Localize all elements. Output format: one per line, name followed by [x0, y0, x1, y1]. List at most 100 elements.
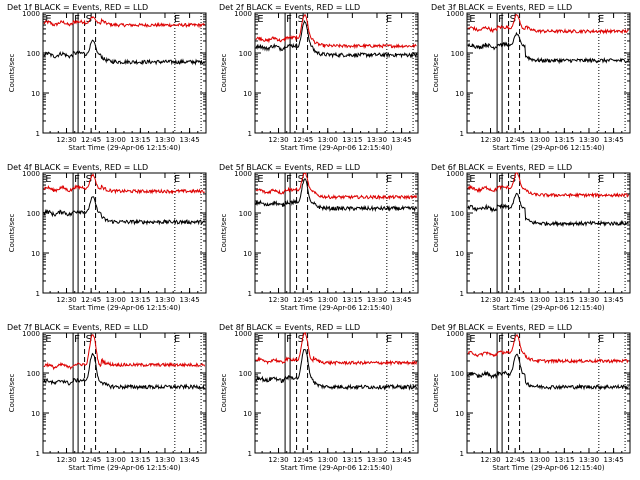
- y-tick-label: 1000: [22, 170, 40, 178]
- y-tick-label: 1: [460, 130, 464, 138]
- x-tick-label: 13:30: [579, 136, 599, 144]
- marker-e-label: E: [598, 334, 604, 345]
- y-tick-label: 1: [248, 290, 252, 298]
- marker-e-label: E: [174, 14, 180, 25]
- x-tick-label: 13:15: [130, 456, 150, 464]
- lld-series-line: [255, 172, 418, 201]
- x-tick-label: 13:30: [579, 456, 599, 464]
- y-tick-label: 1000: [446, 10, 464, 18]
- y-tick-label: 1000: [22, 10, 40, 18]
- panel-title: Det 9f BLACK = Events, RED = LLD: [431, 323, 572, 332]
- marker-f-label: F: [498, 14, 504, 25]
- y-tick-label: 100: [27, 370, 40, 378]
- marker-e-label: E: [386, 174, 392, 185]
- marker-f-label: F: [498, 174, 504, 185]
- marker-f-label: F: [74, 14, 80, 25]
- marker-f-label: F: [74, 334, 80, 345]
- x-tick-label: 13:00: [530, 136, 550, 144]
- lld-series-line: [43, 173, 205, 195]
- lld-series-line: [255, 331, 418, 367]
- x-tick-label: 13:30: [155, 136, 175, 144]
- marker-e-label: E: [469, 334, 475, 345]
- x-axis-label: Start Time (29-Apr-06 12:15:40): [68, 144, 180, 152]
- x-tick-label: 12:45: [505, 136, 525, 144]
- y-tick-label: 1: [460, 290, 464, 298]
- x-tick-label: 13:30: [155, 296, 175, 304]
- marker-e-label: E: [598, 174, 604, 185]
- marker-f-label: F: [286, 14, 292, 25]
- marker-s-label: S: [86, 334, 92, 345]
- events-series-line: [467, 192, 629, 228]
- lld-series-line: [467, 333, 629, 365]
- marker-e-label: E: [45, 334, 51, 345]
- panel-title: Det 5f BLACK = Events, RED = LLD: [219, 163, 360, 172]
- x-tick-label: 13:45: [391, 296, 411, 304]
- events-series-line: [255, 348, 418, 391]
- x-axis-label: Start Time (29-Apr-06 12:15:40): [68, 464, 180, 472]
- marker-f-label: F: [286, 174, 292, 185]
- x-axis-label: Start Time (29-Apr-06 12:15:40): [492, 304, 604, 312]
- y-tick-label: 1000: [234, 170, 252, 178]
- events-series-line: [43, 352, 206, 391]
- x-tick-label: 12:45: [505, 456, 525, 464]
- detector-panel-5: Det 5f BLACK = Events, RED = LLD 1 10 100 10…: [219, 163, 419, 312]
- y-axis-label: Counts/sec: [8, 214, 16, 253]
- x-tick-label: 13:00: [530, 296, 550, 304]
- detector-panel-7: Det 7f BLACK = Events, RED = LLD 1 10 100 10…: [7, 323, 207, 472]
- x-tick-label: 13:15: [554, 136, 574, 144]
- x-tick-label: 12:45: [293, 136, 313, 144]
- y-tick-label: 1: [460, 450, 464, 458]
- x-tick-label: 12:30: [268, 296, 288, 304]
- y-tick-label: 10: [455, 410, 464, 418]
- x-tick-label: 13:45: [179, 296, 199, 304]
- y-tick-label: 1: [36, 450, 40, 458]
- x-tick-label: 12:30: [480, 296, 500, 304]
- y-tick-label: 10: [243, 410, 252, 418]
- detector-panel-8: Det 8f BLACK = Events, RED = LLD 1 10 100 10…: [219, 323, 419, 472]
- x-tick-label: 13:00: [106, 136, 126, 144]
- y-tick-label: 10: [31, 90, 40, 98]
- marker-e-label: E: [469, 14, 475, 25]
- panel-title: Det 2f BLACK = Events, RED = LLD: [219, 3, 360, 12]
- y-tick-label: 1: [248, 450, 252, 458]
- marker-s-label: S: [298, 174, 304, 185]
- x-tick-label: 13:30: [367, 296, 387, 304]
- plot-frame: [466, 332, 631, 454]
- x-tick-label: 13:30: [579, 296, 599, 304]
- x-tick-label: 13:15: [342, 296, 362, 304]
- panel-title: Det 4f BLACK = Events, RED = LLD: [7, 163, 148, 172]
- x-tick-label: 13:45: [179, 456, 199, 464]
- x-tick-label: 12:30: [268, 456, 288, 464]
- marker-e-label: E: [257, 174, 263, 185]
- marker-f-label: F: [498, 334, 504, 345]
- events-series-line: [43, 196, 206, 226]
- x-tick-label: 12:30: [480, 136, 500, 144]
- marker-e-label: E: [386, 14, 392, 25]
- y-tick-label: 10: [31, 250, 40, 258]
- x-tick-label: 13:00: [530, 456, 550, 464]
- x-axis-label: Start Time (29-Apr-06 12:15:40): [280, 464, 392, 472]
- x-tick-label: 12:45: [81, 296, 101, 304]
- marker-f-label: F: [286, 334, 292, 345]
- x-tick-label: 12:30: [56, 136, 76, 144]
- y-axis-label: Counts/sec: [8, 374, 16, 413]
- y-tick-label: 10: [243, 90, 252, 98]
- y-tick-label: 10: [455, 90, 464, 98]
- x-tick-label: 13:30: [367, 456, 387, 464]
- y-tick-label: 100: [239, 210, 252, 218]
- y-tick-label: 100: [451, 210, 464, 218]
- x-tick-label: 12:30: [268, 136, 288, 144]
- x-tick-label: 13:15: [342, 136, 362, 144]
- x-tick-label: 12:45: [505, 296, 525, 304]
- y-axis-label: Counts/sec: [432, 374, 440, 413]
- plot-frame: [466, 172, 631, 294]
- lld-series-line: [43, 334, 206, 371]
- marker-e-label: E: [174, 174, 180, 185]
- x-tick-label: 13:15: [130, 136, 150, 144]
- y-axis-label: Counts/sec: [432, 54, 440, 93]
- y-tick-label: 1000: [446, 330, 464, 338]
- x-tick-label: 13:45: [603, 296, 623, 304]
- marker-e-label: E: [257, 14, 263, 25]
- plot-frame: [42, 172, 207, 294]
- y-axis-label: Counts/sec: [8, 54, 16, 93]
